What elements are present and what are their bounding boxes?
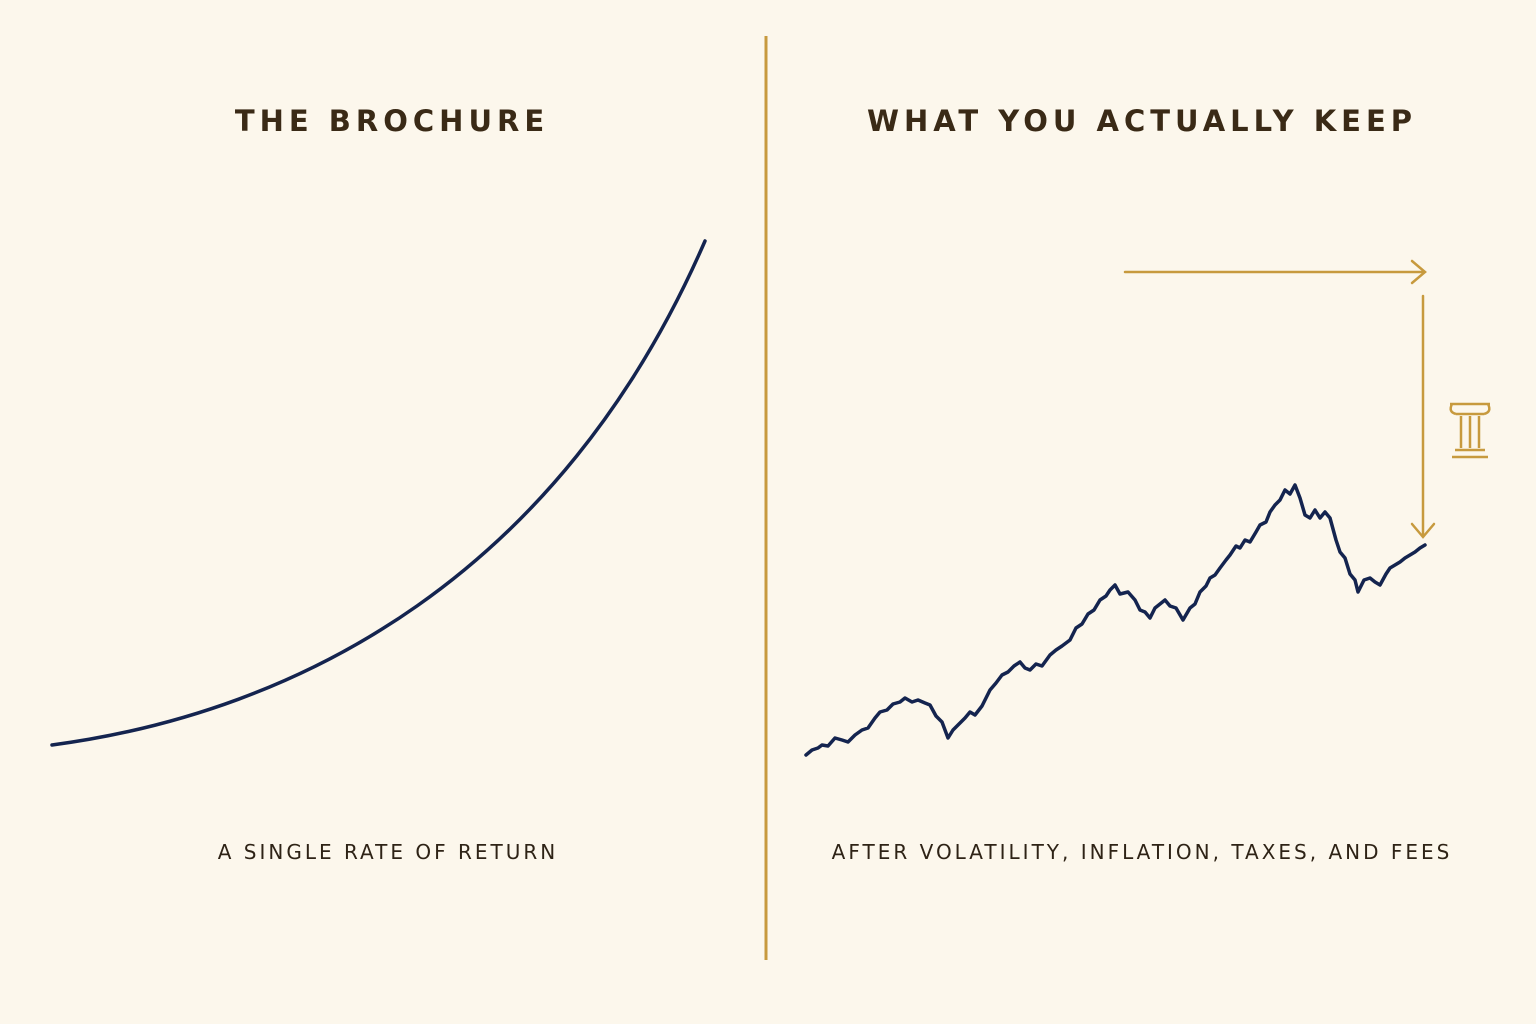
left-caption: A SINGLE RATE OF RETURN	[218, 840, 559, 864]
smooth-curve	[50, 239, 707, 747]
pillar-icon	[1449, 402, 1491, 459]
jagged-line	[804, 483, 1427, 757]
left-title: THE BROCHURE	[235, 104, 549, 138]
arrows	[1123, 259, 1436, 539]
right-caption: AFTER VOLATILITY, INFLATION, TAXES, AND …	[832, 840, 1453, 864]
right-title: WHAT YOU ACTUALLY KEEP	[867, 104, 1417, 138]
